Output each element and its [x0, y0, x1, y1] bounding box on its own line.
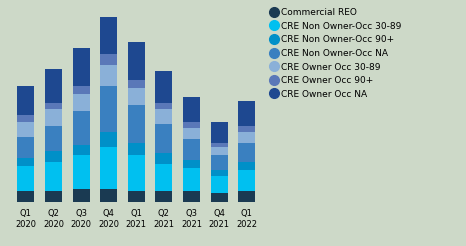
- Bar: [155, 153, 172, 164]
- Bar: [211, 193, 228, 202]
- Bar: [17, 86, 34, 115]
- Bar: [73, 145, 89, 155]
- Bar: [183, 160, 200, 168]
- Bar: [128, 88, 145, 105]
- Bar: [211, 176, 228, 193]
- Bar: [45, 109, 62, 126]
- Bar: [45, 162, 62, 191]
- Bar: [73, 189, 89, 202]
- Bar: [128, 143, 145, 155]
- Bar: [73, 111, 89, 145]
- Bar: [128, 155, 145, 191]
- Bar: [100, 189, 117, 202]
- Bar: [155, 71, 172, 103]
- Bar: [155, 191, 172, 202]
- Bar: [45, 151, 62, 162]
- Bar: [211, 143, 228, 147]
- Bar: [73, 48, 89, 86]
- Bar: [155, 103, 172, 109]
- Bar: [73, 155, 89, 189]
- Bar: [238, 126, 255, 132]
- Bar: [73, 94, 89, 111]
- Bar: [155, 164, 172, 191]
- Legend: Commercial REO, CRE Non Owner-Occ 30-89, CRE Non Owner-Occ 90+, CRE Non Owner-Oc: Commercial REO, CRE Non Owner-Occ 30-89,…: [270, 8, 402, 99]
- Bar: [183, 128, 200, 139]
- Bar: [238, 143, 255, 162]
- Bar: [45, 126, 62, 151]
- Bar: [128, 191, 145, 202]
- Bar: [17, 115, 34, 122]
- Bar: [100, 17, 117, 55]
- Bar: [128, 42, 145, 80]
- Bar: [100, 147, 117, 189]
- Bar: [155, 109, 172, 124]
- Bar: [17, 122, 34, 137]
- Bar: [100, 86, 117, 132]
- Bar: [238, 132, 255, 143]
- Bar: [45, 103, 62, 109]
- Bar: [100, 65, 117, 86]
- Bar: [17, 137, 34, 157]
- Bar: [45, 191, 62, 202]
- Bar: [100, 132, 117, 147]
- Bar: [238, 191, 255, 202]
- Bar: [73, 86, 89, 94]
- Bar: [211, 147, 228, 155]
- Bar: [183, 191, 200, 202]
- Bar: [211, 122, 228, 143]
- Bar: [183, 168, 200, 191]
- Bar: [128, 80, 145, 88]
- Bar: [17, 191, 34, 202]
- Bar: [238, 162, 255, 170]
- Bar: [211, 170, 228, 176]
- Bar: [45, 69, 62, 103]
- Bar: [17, 157, 34, 166]
- Bar: [17, 166, 34, 191]
- Bar: [128, 105, 145, 143]
- Bar: [238, 170, 255, 191]
- Bar: [211, 155, 228, 170]
- Bar: [238, 101, 255, 126]
- Bar: [100, 55, 117, 65]
- Bar: [183, 122, 200, 128]
- Bar: [155, 124, 172, 153]
- Bar: [183, 97, 200, 122]
- Bar: [183, 139, 200, 160]
